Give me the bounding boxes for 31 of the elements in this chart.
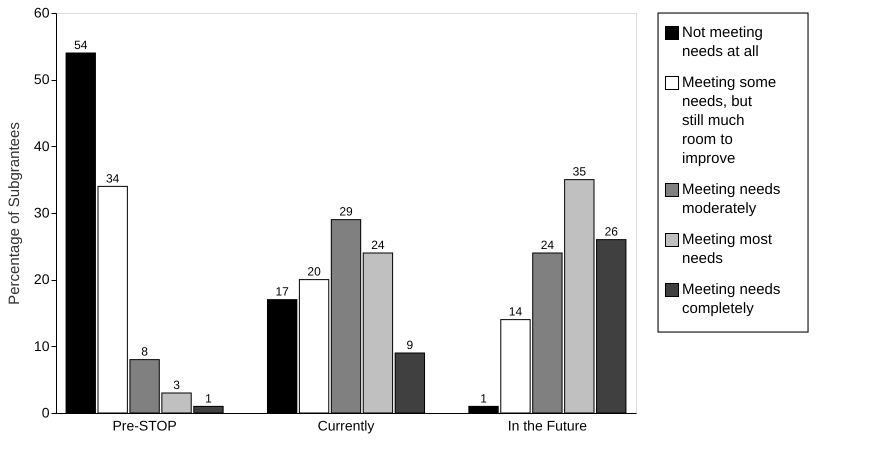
data-label: 24 (371, 238, 385, 252)
y-tick-label: 30 (34, 204, 50, 220)
legend-label: Meeting needs moderately (682, 181, 780, 217)
legend-label: Meeting needs completely (682, 281, 780, 317)
legend-label: Not meeting needs at all (682, 24, 763, 60)
y-tick-label: 20 (34, 271, 50, 288)
data-label: 29 (339, 204, 353, 219)
data-label: 1 (205, 391, 212, 406)
data-label: 1 (480, 391, 488, 406)
data-label: 20 (307, 264, 322, 279)
y-tick-label: 0 (42, 404, 50, 420)
data-label: 3 (173, 378, 180, 392)
data-label: 14 (508, 304, 522, 319)
data-label: 34 (106, 171, 120, 186)
x-tick-label: In the Future (508, 418, 588, 434)
data-label: 35 (572, 164, 586, 179)
data-label: 9 (406, 338, 414, 352)
y-tick-label: 40 (34, 138, 50, 154)
data-label: 54 (74, 38, 88, 52)
y-axis-title: Percentage of Subgrantees (6, 122, 23, 305)
data-label: 8 (141, 344, 148, 359)
data-label: 26 (604, 224, 618, 239)
legend-label: Meeting some needs, but still much room to improve (682, 74, 776, 167)
y-tick-label: 60 (34, 4, 50, 20)
data-label: 24 (540, 238, 554, 252)
x-tick-label: Currently (318, 418, 374, 434)
y-tick-label: 50 (34, 71, 50, 88)
x-tick-label: Pre-STOP (112, 418, 177, 434)
legend-label: Meeting most needs (682, 231, 773, 267)
y-tick-label: 10 (34, 338, 50, 354)
data-label: 17 (275, 284, 290, 299)
